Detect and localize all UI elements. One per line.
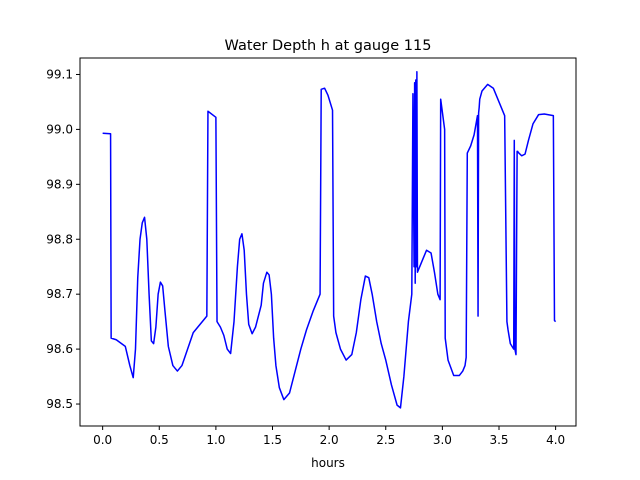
y-tick-label: 98.6 [46,342,73,356]
y-tick-label: 99.0 [46,122,73,136]
plot-frame [79,57,577,427]
series-line-0 [102,70,557,409]
x-tick-label: 0.0 [93,433,112,447]
y-tick-label: 98.8 [46,232,73,246]
y-tick-label: 99.1 [46,67,73,81]
chart-title: Water Depth h at gauge 115 [225,38,432,54]
x-tick-label: 4.0 [546,433,565,447]
y-tick-label: 98.5 [46,397,73,411]
x-tick-label: 0.5 [150,433,169,447]
x-tick-label: 2.0 [320,433,339,447]
x-tick-label: 3.0 [433,433,452,447]
x-tick-label: 1.0 [206,433,225,447]
x-axis: 0.0 0.5 1.0 1.5 2.0 2.5 3.0 3.5 4.0 [93,426,565,447]
x-axis-label: hours [311,456,345,470]
x-tick-label: 3.5 [489,433,508,447]
y-axis: 98.5 98.6 98.7 98.8 98.9 99.0 99.1 [46,67,80,411]
y-tick-label: 98.7 [46,287,73,301]
x-tick-label: 2.5 [376,433,395,447]
plot-area [102,70,557,409]
y-tick-label: 98.9 [46,177,73,191]
x-tick-label: 1.5 [263,433,282,447]
